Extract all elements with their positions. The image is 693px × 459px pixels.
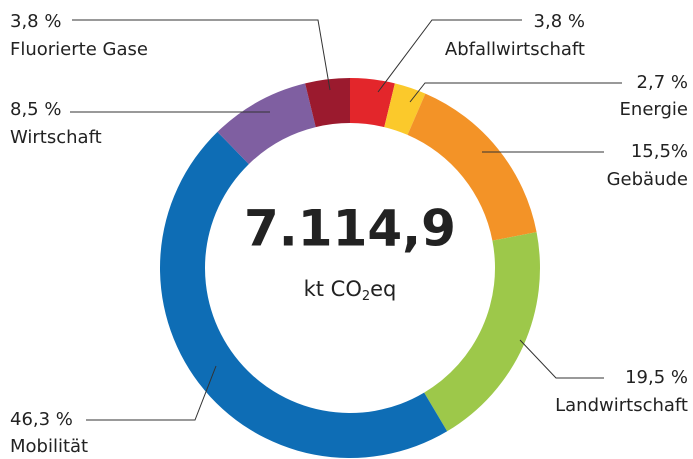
donut-segment — [424, 232, 540, 432]
category-label: Fluorierte Gase — [10, 39, 148, 60]
value-label: 2,7 % — [637, 72, 688, 93]
value-label: 15,5% — [631, 141, 688, 162]
value-label: 19,5 % — [625, 367, 688, 388]
leader-line — [86, 365, 217, 421]
leader-line — [72, 19, 331, 91]
donut-segment — [217, 83, 316, 165]
unit-part: eq — [370, 277, 396, 301]
category-label: Gebäude — [607, 169, 688, 190]
value-label: 46,3 % — [10, 409, 73, 430]
category-label: Energie — [620, 99, 688, 120]
category-label: Abfallwirtschaft — [445, 39, 585, 60]
unit-part: kt CO — [304, 277, 362, 301]
value-label: 8,5 % — [10, 99, 61, 120]
value-label: 3,8 % — [534, 11, 585, 32]
category-label: Landwirtschaft — [555, 395, 688, 416]
donut-segment — [160, 131, 448, 458]
center-total: 7.114,9 — [244, 200, 456, 258]
donut-segment — [350, 78, 395, 128]
leader-line — [519, 339, 604, 379]
center-unit: kt CO2eq — [304, 277, 397, 304]
value-label: 3,8 % — [10, 11, 61, 32]
category-label: Wirtschaft — [10, 127, 102, 148]
donut-segment — [305, 78, 350, 128]
leader-line — [409, 82, 622, 103]
unit-sub: 2 — [362, 289, 370, 304]
category-label: Mobilität — [10, 436, 88, 457]
leader-line — [377, 19, 522, 93]
donut-segment — [407, 93, 537, 241]
